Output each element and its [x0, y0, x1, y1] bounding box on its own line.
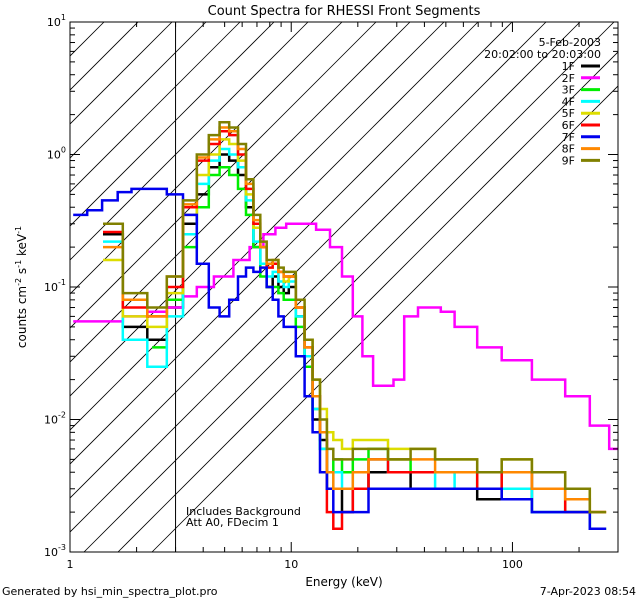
date-label: 5-Feb-2003 — [539, 36, 601, 49]
legend-label: 4F — [562, 95, 575, 108]
y-tick-exponent: -1 — [58, 278, 66, 287]
legend-label: 1F — [562, 60, 575, 73]
series-line-7F — [73, 187, 607, 530]
y-tick-exponent: -2 — [58, 411, 66, 420]
hatch-line — [117, 51, 618, 552]
legend-label: 6F — [562, 119, 575, 132]
legend-label: 7F — [562, 131, 575, 144]
y-tick-label: 10-2 — [44, 411, 66, 427]
y-tick-base: 10 — [44, 281, 58, 294]
x-tick-label: 100 — [502, 558, 523, 571]
y-axis-label: counts cm-2 s-1 keV-1 — [14, 226, 29, 348]
hatch-line — [70, 22, 377, 329]
hatch-line — [70, 22, 275, 227]
x-tick-label: 1 — [67, 558, 74, 571]
y-tick-base: 10 — [47, 16, 61, 29]
y-tick-label: 101 — [47, 13, 66, 29]
chart-title: Count Spectra for RHESSI Front Segments — [208, 4, 481, 19]
series-line-9F — [103, 121, 607, 514]
time-range-label: 20:02:00 to 20:03:00 — [484, 48, 601, 61]
footer-timestamp: 7-Apr-2023 08:54 — [539, 585, 636, 598]
y-tick-exponent: 1 — [61, 13, 66, 22]
y-axis-label-mid: s — [15, 268, 29, 278]
y-tick-base: 10 — [47, 149, 61, 162]
y-tick-label: 10-3 — [44, 543, 66, 559]
annotation-attenuator: Att A0, FDecim 1 — [186, 516, 279, 529]
y-tick-exponent: 0 — [61, 146, 66, 155]
annotation-background: Includes Background — [186, 505, 301, 518]
hatch-line — [70, 22, 241, 193]
y-axis-label-main: counts cm — [15, 286, 29, 348]
legend-label: 2F — [562, 72, 575, 85]
y-axis-label-exp3: -1 — [14, 226, 23, 234]
legend-label: 8F — [562, 143, 575, 156]
hatch-line — [70, 22, 309, 261]
hatch-line — [70, 22, 411, 363]
x-tick-label: 10 — [284, 558, 298, 571]
y-tick-base: 10 — [44, 546, 58, 559]
legend-label: 3F — [562, 84, 575, 97]
y-axis-label-end: keV — [15, 233, 29, 260]
hatch-line — [70, 22, 207, 159]
y-tick-label: 100 — [47, 146, 66, 162]
y-axis-label-exp1: -2 — [14, 278, 23, 286]
hatch-line — [70, 22, 581, 533]
legend-label: 5F — [562, 107, 575, 120]
footer-generated-by: Generated by hsi_min_spectra_plot.pro — [2, 585, 218, 598]
series-layer — [73, 121, 618, 530]
series-line-8F — [103, 126, 607, 514]
hatch-line — [83, 22, 615, 552]
y-tick-label: 10-1 — [44, 278, 66, 294]
x-axis-label: Energy (keV) — [305, 575, 382, 589]
legend-label: 9F — [562, 154, 575, 167]
hatch-line — [70, 22, 173, 125]
y-axis-label-exp2: -1 — [14, 260, 23, 268]
hatch-line — [151, 85, 618, 552]
y-tick-exponent: -3 — [58, 543, 66, 552]
y-tick-base: 10 — [44, 414, 58, 427]
series-line-2F — [73, 222, 618, 451]
